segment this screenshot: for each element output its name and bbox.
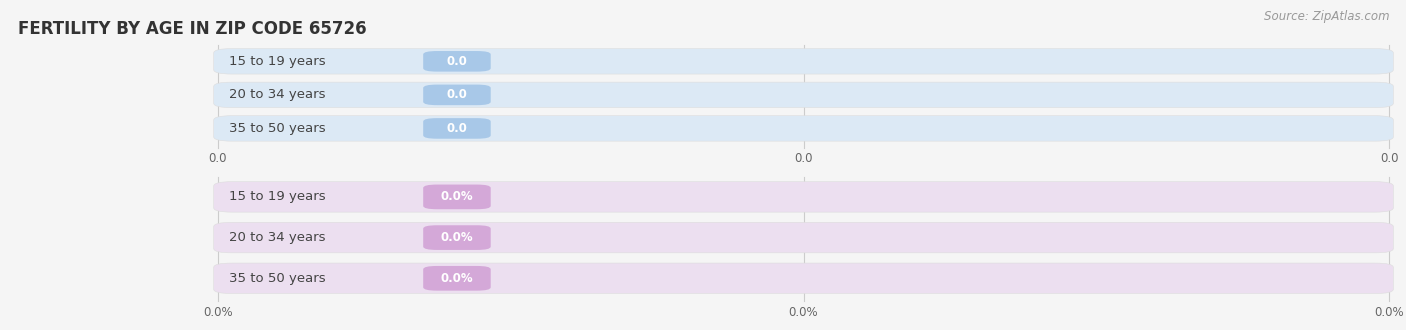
Text: 20 to 34 years: 20 to 34 years <box>229 88 326 101</box>
FancyBboxPatch shape <box>214 222 1393 253</box>
Text: 0.0: 0.0 <box>447 88 467 101</box>
FancyBboxPatch shape <box>423 118 491 139</box>
FancyBboxPatch shape <box>423 84 491 105</box>
FancyBboxPatch shape <box>423 51 491 72</box>
FancyBboxPatch shape <box>214 82 1393 108</box>
FancyBboxPatch shape <box>214 182 1393 212</box>
FancyBboxPatch shape <box>423 225 491 250</box>
Text: 0.0: 0.0 <box>794 152 813 165</box>
FancyBboxPatch shape <box>214 263 1393 294</box>
Text: FERTILITY BY AGE IN ZIP CODE 65726: FERTILITY BY AGE IN ZIP CODE 65726 <box>18 20 367 38</box>
Text: 20 to 34 years: 20 to 34 years <box>229 231 326 244</box>
FancyBboxPatch shape <box>423 184 491 209</box>
Text: 0.0: 0.0 <box>208 152 228 165</box>
Text: 0.0%: 0.0% <box>1374 306 1405 319</box>
Text: 0.0%: 0.0% <box>440 272 474 285</box>
Text: 0.0%: 0.0% <box>789 306 818 319</box>
FancyBboxPatch shape <box>214 116 1393 141</box>
Text: 0.0: 0.0 <box>447 55 467 68</box>
FancyBboxPatch shape <box>423 266 491 291</box>
Text: 15 to 19 years: 15 to 19 years <box>229 55 326 68</box>
Text: 0.0%: 0.0% <box>440 231 474 244</box>
Text: Source: ZipAtlas.com: Source: ZipAtlas.com <box>1264 10 1389 23</box>
Text: 15 to 19 years: 15 to 19 years <box>229 190 326 203</box>
Text: 0.0%: 0.0% <box>440 190 474 203</box>
Text: 0.0: 0.0 <box>447 122 467 135</box>
Text: 35 to 50 years: 35 to 50 years <box>229 272 326 285</box>
Text: 0.0%: 0.0% <box>202 306 233 319</box>
Text: 35 to 50 years: 35 to 50 years <box>229 122 326 135</box>
FancyBboxPatch shape <box>214 49 1393 74</box>
Text: 0.0: 0.0 <box>1379 152 1399 165</box>
